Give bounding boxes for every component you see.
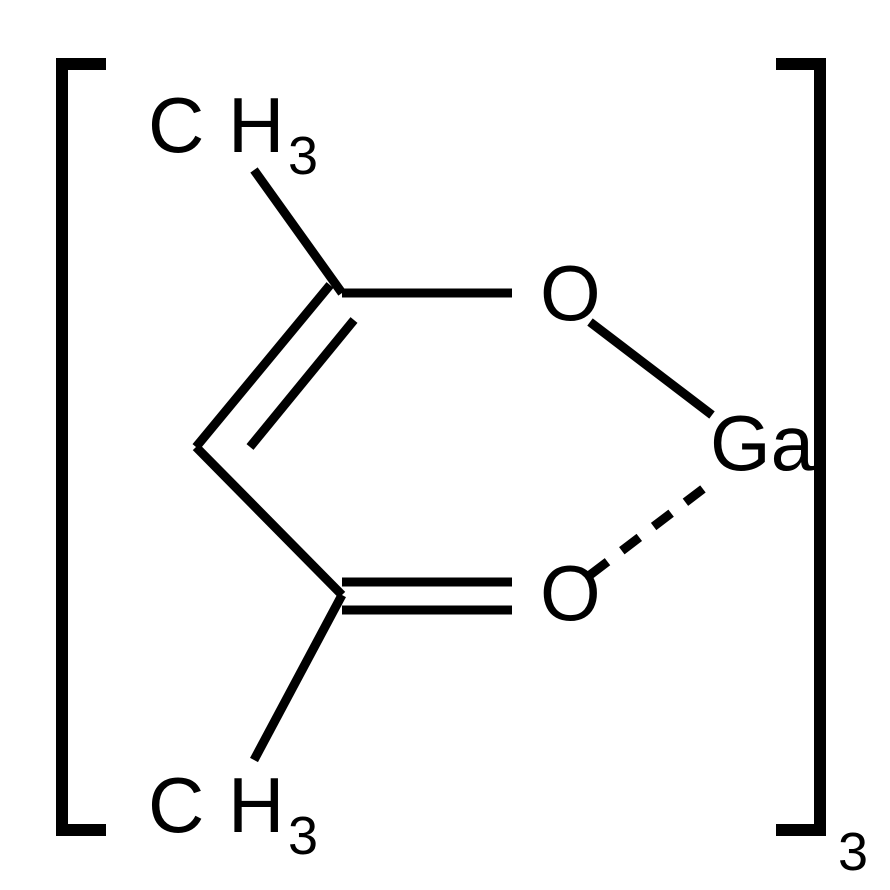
atom-labels: C H 3 C H 3 O O Ga 3 bbox=[148, 81, 868, 882]
bond-c3-c4 bbox=[196, 447, 342, 595]
o-top: O bbox=[540, 249, 601, 337]
ga: Ga bbox=[710, 399, 815, 487]
bond-otop-ga bbox=[590, 322, 712, 415]
chemical-structure: C H 3 C H 3 O O Ga 3 bbox=[0, 0, 890, 890]
bracket-subscript: 3 bbox=[838, 822, 868, 882]
o-bot: O bbox=[540, 549, 601, 637]
ch3-bot-3: 3 bbox=[288, 806, 318, 866]
bond-c4-ch3bot bbox=[254, 595, 342, 760]
left-bracket bbox=[56, 64, 106, 830]
ch3-top-H: H bbox=[228, 81, 284, 169]
ch3-top-C: C bbox=[148, 81, 204, 169]
ch3-bot-C: C bbox=[148, 761, 204, 849]
ch3-bot-H: H bbox=[228, 761, 284, 849]
bond-c2-c3-a bbox=[196, 285, 330, 447]
bond-c2-c3-b bbox=[250, 320, 354, 447]
ch3-top-3: 3 bbox=[288, 126, 318, 186]
bonds bbox=[196, 170, 712, 760]
bond-ch3top-c2 bbox=[254, 170, 342, 293]
bond-obot-ga bbox=[590, 482, 712, 575]
